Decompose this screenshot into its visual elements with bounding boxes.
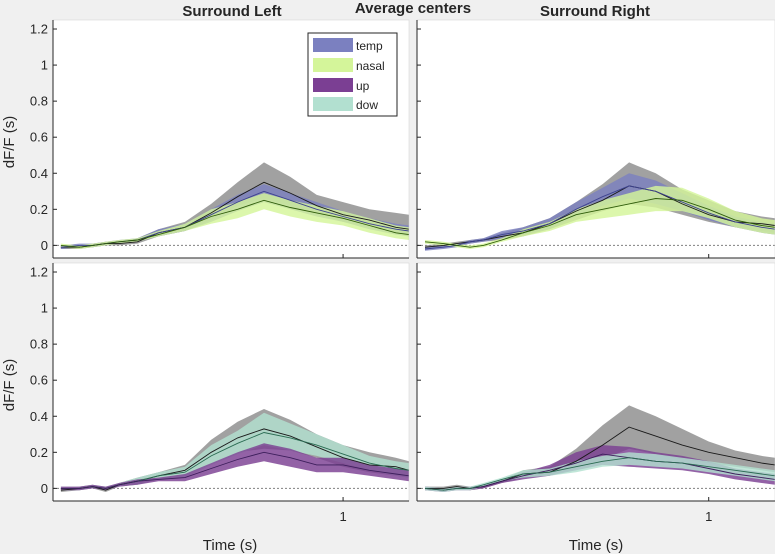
x-tick-label: 1 xyxy=(339,509,346,524)
y-tick-label: 1.2 xyxy=(30,22,48,37)
ylabel-top: dF/F (s) xyxy=(1,116,18,169)
series-line-1-2 xyxy=(424,198,775,248)
error-band-2-2 xyxy=(60,443,410,491)
xlabel-left: Time (s) xyxy=(203,537,257,554)
series-line-1-0 xyxy=(424,185,775,248)
y-tick-label: 0 xyxy=(41,481,48,496)
series-line-3-0 xyxy=(425,426,775,489)
legend-swatch-nasal xyxy=(313,58,353,72)
figure-title: Average centers xyxy=(355,0,471,17)
y-tick-label: 0 xyxy=(41,238,48,253)
error-band-3-1 xyxy=(425,445,775,492)
series-line-2-2 xyxy=(60,451,410,489)
series-line-2-0 xyxy=(60,428,410,491)
series-line-1-1 xyxy=(424,185,775,250)
y-tick-label: 1 xyxy=(41,301,48,316)
legend-swatch-temp xyxy=(313,38,353,52)
error-band-1-1 xyxy=(425,173,775,251)
legend-label-dow: dow xyxy=(356,98,378,112)
x-tick-label: 1 xyxy=(705,509,712,524)
panel-bottom-left: 0 0.2 0.4 0.6 0.8 1 1.2 1 xyxy=(30,262,410,524)
panel-bottom-right: 1 xyxy=(416,262,775,524)
legend-label-temp: temp xyxy=(356,39,383,53)
column-title-right: Surround Right xyxy=(540,3,650,20)
legend-label-nasal: nasal xyxy=(356,59,385,73)
legend-label-up: up xyxy=(356,79,370,93)
error-band-3-2 xyxy=(425,452,775,492)
column-title-left: Surround Left xyxy=(182,3,281,20)
y-tick-label: 0.6 xyxy=(30,130,48,145)
panels: 0 0.2 0.4 0.6 0.8 1 1.2 0 0.2 0.4 0.6 0.8 1 1.2 1 1 xyxy=(30,19,775,524)
y-tick-label: 1 xyxy=(41,58,48,73)
series-line-0-2 xyxy=(60,199,410,248)
panel-top-right xyxy=(416,19,775,259)
y-tick-label: 0.2 xyxy=(30,445,48,460)
xlabel-right: Time (s) xyxy=(569,537,623,554)
y-tick-label: 1.2 xyxy=(30,265,48,280)
legend-swatch-up xyxy=(313,78,353,92)
y-tick-label: 0.4 xyxy=(30,166,48,181)
y-tick-label: 0.4 xyxy=(30,409,48,424)
legend: temp nasal up dow xyxy=(307,32,398,117)
ylabel-bottom: dF/F (s) xyxy=(1,359,18,412)
y-tick-label: 0.8 xyxy=(30,337,48,352)
series-line-3-2 xyxy=(424,457,775,491)
y-tick-label: 0.8 xyxy=(30,94,48,109)
y-tick-label: 0.6 xyxy=(30,373,48,388)
error-band-2-1 xyxy=(60,412,410,491)
legend-swatch-dow xyxy=(313,97,353,111)
y-tick-label: 0.2 xyxy=(30,202,48,217)
